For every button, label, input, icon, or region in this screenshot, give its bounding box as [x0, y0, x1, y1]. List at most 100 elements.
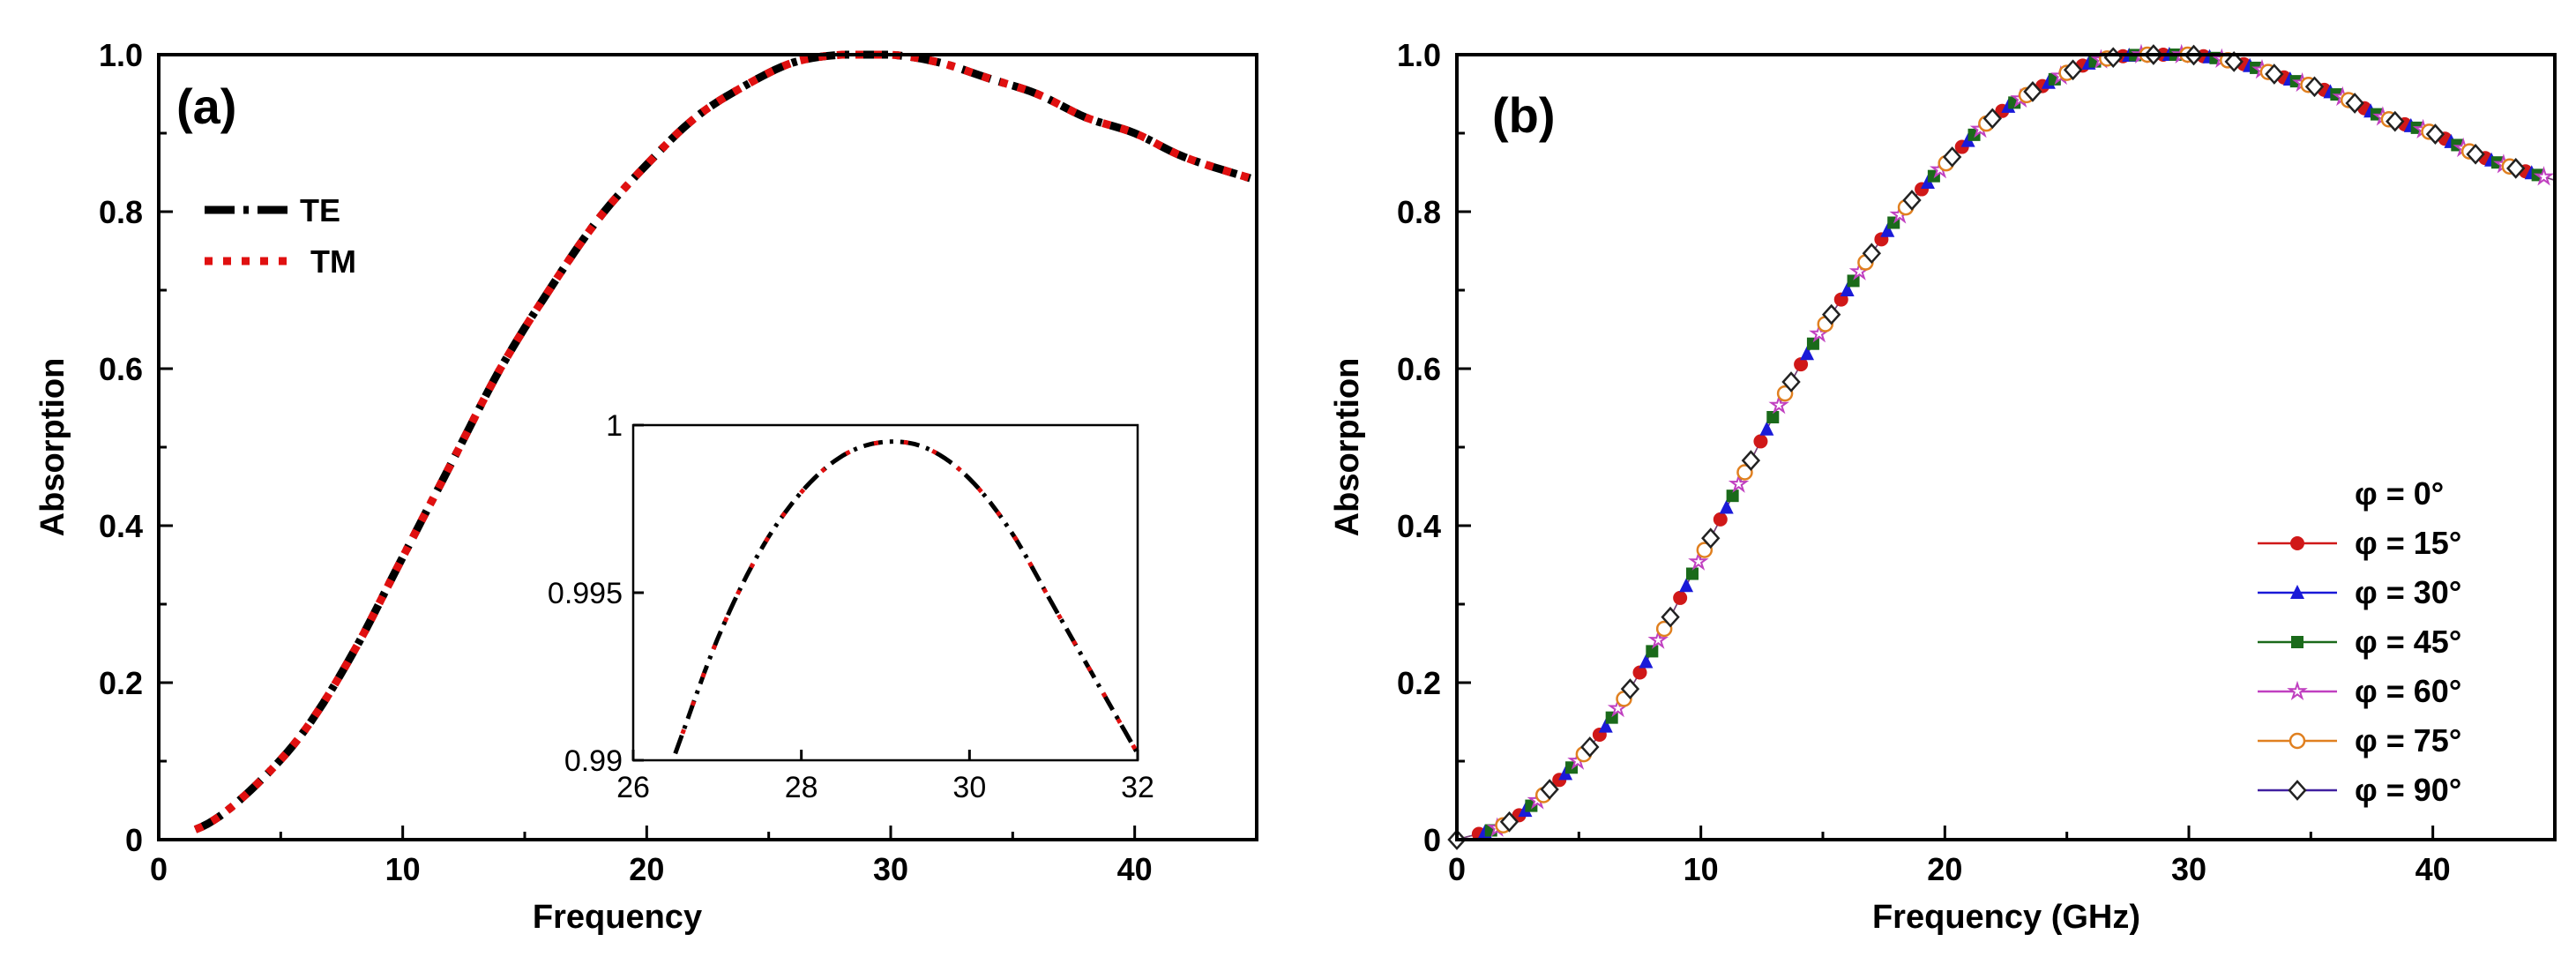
panel-a-frame: [157, 53, 1258, 841]
panel-b-ytick-label: 0.2: [1397, 665, 1441, 701]
panel-b-marker-square: [1806, 337, 1819, 350]
panel-b-marker-square: [1646, 645, 1659, 658]
legend-label: φ = 45°: [2355, 624, 2461, 660]
panel-a-xtick-label: 20: [629, 851, 664, 887]
panel-b-marker-triangle: [1719, 499, 1734, 514]
panel-a-ytick-label: 0.6: [99, 351, 143, 387]
panel-b-ytick-label: 0.4: [1397, 508, 1441, 544]
panel-b-markers: [1447, 43, 2555, 850]
legend-label: φ = 60°: [2355, 673, 2461, 709]
panel-b-xtick-label: 40: [2415, 851, 2451, 887]
panel-b-marker-open-diamond: [2304, 76, 2325, 98]
panel-a-ytick-label: 0: [125, 822, 143, 858]
panel-a-ytick-label: 0.2: [99, 665, 143, 701]
legend-label: φ = 30°: [2355, 574, 2461, 610]
panel-b-ytick-label: 0.6: [1397, 351, 1441, 387]
panel-b-marker-open-diamond: [2023, 80, 2042, 102]
legend-label: φ = 0°: [2355, 475, 2444, 512]
panel-b-ytick-label: 0: [1423, 822, 1441, 858]
panel-b-marker-open-diamond: [1862, 243, 1882, 265]
inset-xtick-label: 32: [1121, 771, 1154, 804]
legend-swatch-marker: [2288, 780, 2307, 801]
panel-b-marker-open-circle: [1776, 385, 1794, 402]
panel-b-marker-open-diamond: [2345, 93, 2364, 114]
panel-b-marker-triangle: [1598, 718, 1613, 733]
panel-b-marker-open-diamond: [2466, 143, 2485, 165]
panel-a-ticks: 0 10 20 30 40 0 0.2 0.4 0.6 0.8 1.0: [99, 37, 1153, 887]
legend-swatch-marker: [2289, 732, 2306, 750]
inset-series-tm: [673, 439, 1140, 755]
legend-tm-label: TM: [310, 243, 356, 280]
panel-b-marker-triangle: [1639, 654, 1654, 669]
panel-a-label: (a): [176, 78, 236, 134]
panel-b-marker-triangle: [1759, 421, 1774, 436]
inset-curve: [673, 439, 1140, 755]
panel-b-marker-open-diamond: [1661, 606, 1680, 628]
panel-b-marker-open-diamond: [1620, 678, 1640, 700]
panel-a-xtick-label: 10: [385, 851, 421, 887]
panel-a-ylabel: Absorption: [34, 358, 71, 537]
panel-b-marker-triangle: [1880, 222, 1895, 237]
legend-swatch-marker: [2291, 636, 2303, 648]
panel-b-marker-open-circle: [1655, 620, 1673, 638]
legend-swatch-marker: [2287, 680, 2308, 700]
inset-frame: [631, 423, 1139, 762]
panel-b-marker-circle: [1632, 665, 1647, 680]
legend-swatch-marker: [2290, 585, 2304, 599]
panel-a-ytick-label: 0.4: [99, 508, 143, 544]
inset-ytick-label: 0.995: [548, 577, 623, 610]
panel-b-marker-open-diamond: [1982, 108, 2002, 130]
panel-b-marker-open-circle: [1736, 464, 1753, 481]
panel-b-marker-square: [1766, 411, 1780, 424]
panel-b-ytick-label: 0.8: [1397, 194, 1441, 230]
panel-b-marker-open-diamond: [2506, 158, 2526, 179]
panel-a-ytick-label: 1.0: [99, 37, 143, 73]
panel-b-frame: [1455, 53, 2557, 841]
panel-b-label: (b): [1492, 87, 1556, 143]
panel-b-xlabel: Frequency (GHz): [1872, 899, 2140, 936]
inset-xtick-label: 30: [952, 771, 986, 804]
panel-a-xtick-label: 0: [150, 851, 168, 887]
panel-b-xtick-label: 10: [1684, 851, 1719, 887]
panel-b-marker-open-diamond: [1701, 527, 1721, 549]
legend-swatch-marker: [2290, 536, 2304, 550]
panel-b-marker-star: [1647, 629, 1669, 649]
panel-b-marker-circle: [1673, 590, 1688, 605]
panel-b-marker-open-diamond: [2224, 51, 2244, 72]
panel-a-legend: TE TM: [205, 192, 356, 280]
inset-ytick-label: 1: [606, 409, 623, 443]
panel-a-curves: [193, 50, 1258, 833]
panel-b-xtick-label: 30: [2171, 851, 2206, 887]
legend-label: φ = 15°: [2355, 525, 2461, 561]
panel-b-marker-open-circle: [1696, 542, 1714, 558]
panel-b-marker-square: [1726, 490, 1739, 503]
panel-b-marker-star: [2533, 166, 2555, 186]
panel-b-marker-open-diamond: [1499, 811, 1519, 833]
panel-b-marker-star: [1688, 550, 1709, 571]
panel-b-marker-open-diamond: [1822, 303, 1841, 325]
panel-b-marker-open-diamond: [1741, 450, 1761, 471]
inset-xtick-label: 26: [616, 771, 650, 804]
panel-b-marker-triangle: [1800, 346, 1815, 361]
panel-b-legend: φ = 0° φ = 15° φ = 30° φ = 45° φ = 60° φ = 75…: [2258, 475, 2461, 808]
inset-xtick-label: 28: [785, 771, 818, 804]
inset-ytick-label: 0.99: [564, 744, 623, 778]
legend-label: φ = 75°: [2355, 722, 2461, 759]
legend-label: φ = 90°: [2355, 772, 2461, 808]
panel-b-marker-circle: [1713, 512, 1728, 527]
panel-b: 0 10 20 30 40 0 0.2 0.4 0.6 0.8 1.0 (b) Frequency …: [1329, 37, 2557, 936]
panel-b-xtick-label: 20: [1927, 851, 1962, 887]
panel-b-xtick-label: 0: [1448, 851, 1466, 887]
panel-b-ytick-label: 1.0: [1397, 37, 1441, 73]
panel-a-inset: 26 28 30 32 0.99 0.995 1: [548, 409, 1154, 804]
panel-b-marker-open-diamond: [2425, 123, 2445, 146]
panel-b-marker-open-diamond: [2063, 59, 2083, 81]
panel-b-marker-star: [1768, 394, 1789, 415]
panel-b-marker-triangle: [1840, 282, 1855, 296]
panel-b-marker-square: [1685, 567, 1699, 580]
panel-a-series-tm: [193, 50, 1258, 833]
panel-b-marker-open-diamond: [2265, 64, 2284, 85]
panel-b-marker-open-diamond: [1540, 779, 1559, 800]
